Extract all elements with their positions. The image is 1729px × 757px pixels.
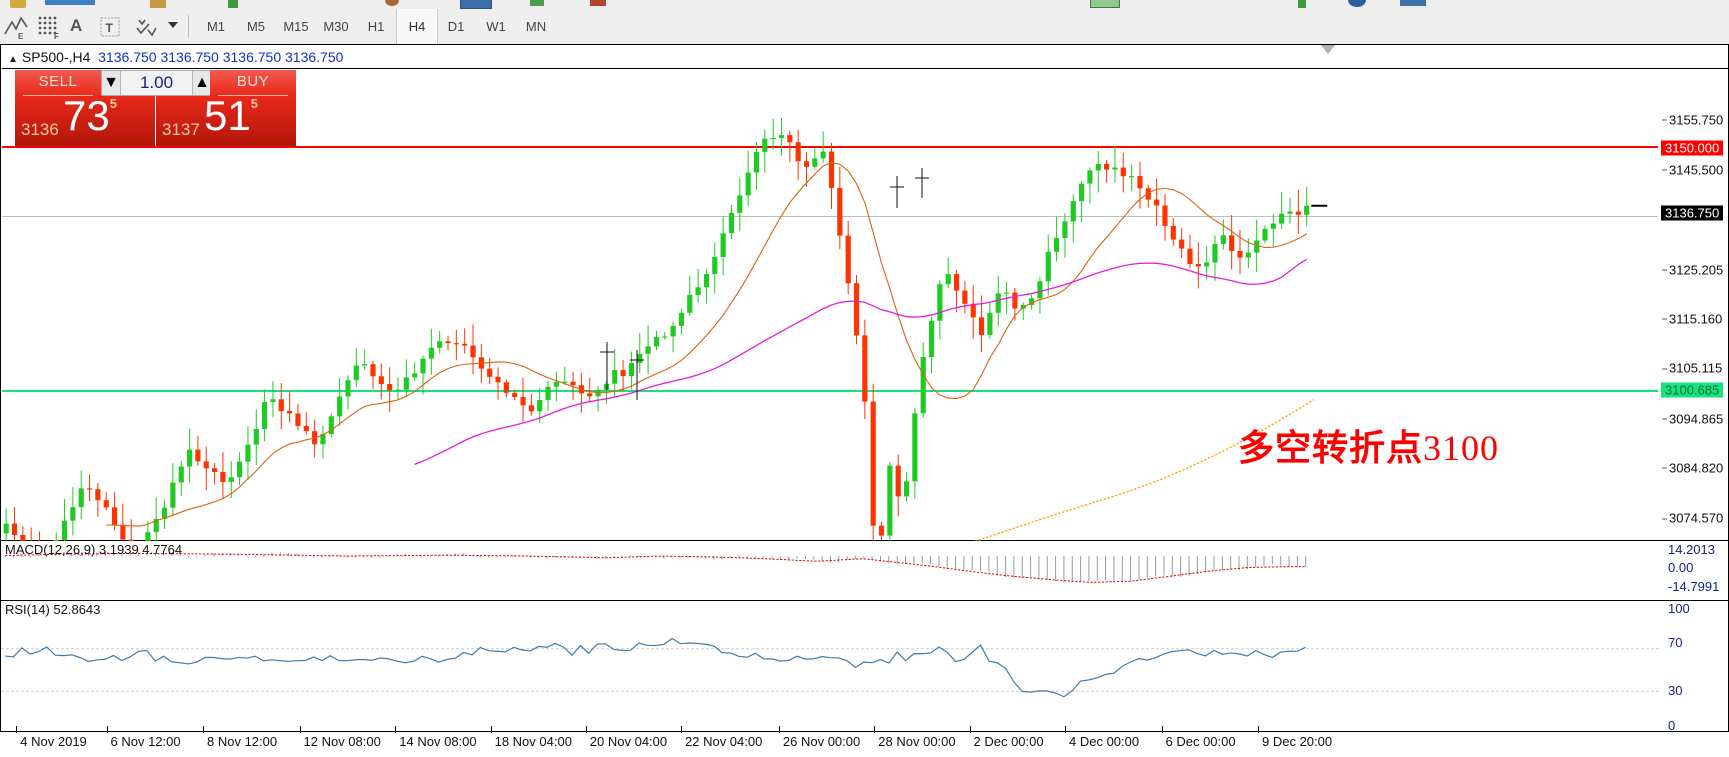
svg-text:T: T xyxy=(106,21,114,35)
svg-text:E: E xyxy=(18,32,24,41)
svg-text:F: F xyxy=(54,32,59,41)
